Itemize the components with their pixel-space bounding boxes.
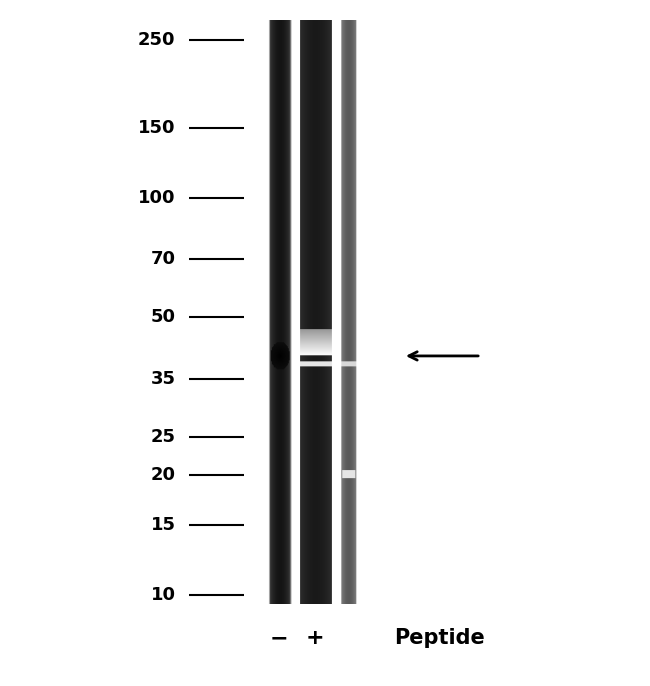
Text: 25: 25 bbox=[151, 428, 176, 446]
Text: 250: 250 bbox=[138, 31, 176, 49]
Text: +: + bbox=[306, 628, 324, 648]
Text: 15: 15 bbox=[151, 516, 176, 534]
Text: 20: 20 bbox=[151, 466, 176, 484]
Text: 35: 35 bbox=[151, 370, 176, 388]
Text: Peptide: Peptide bbox=[394, 628, 484, 648]
Text: 150: 150 bbox=[138, 119, 176, 137]
Text: 10: 10 bbox=[151, 586, 176, 604]
Text: −: − bbox=[270, 628, 289, 648]
Text: 50: 50 bbox=[151, 309, 176, 327]
Text: 70: 70 bbox=[151, 250, 176, 268]
Text: 100: 100 bbox=[138, 189, 176, 207]
